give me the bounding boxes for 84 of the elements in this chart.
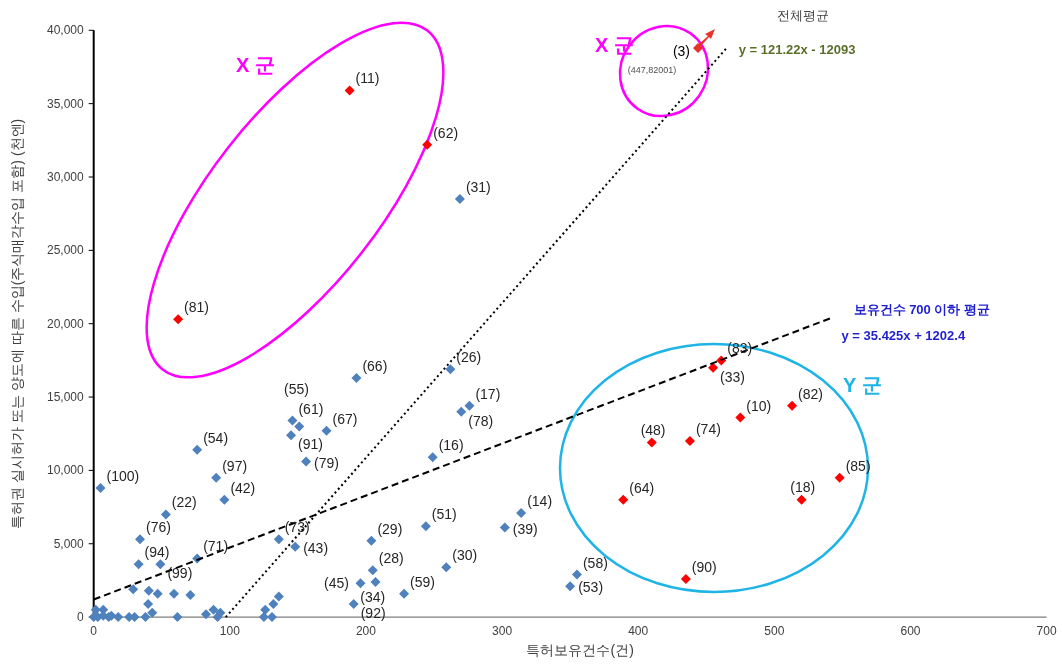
annotation: (55)	[284, 381, 309, 398]
y-tick-label: 20,000	[47, 316, 85, 331]
y-tick-label: 25,000	[47, 243, 85, 258]
annotation: (78)	[468, 412, 494, 429]
point	[735, 412, 746, 423]
annotation: (29)	[377, 520, 403, 537]
annotation: (54)	[203, 429, 229, 446]
annotation: (18)	[790, 478, 816, 495]
point	[646, 437, 657, 448]
annotation: (48)	[640, 421, 666, 438]
annotation: (74)	[695, 421, 721, 438]
annotation: (53)	[578, 579, 604, 596]
annotation: (22)	[171, 494, 197, 511]
y-tick-label: 15,000	[47, 390, 85, 405]
point	[422, 139, 433, 150]
annotation: (71)	[203, 538, 229, 555]
annotation: (34)	[360, 588, 386, 605]
y-tick-label: 35,000	[47, 96, 85, 111]
annotation: (92)	[360, 604, 386, 621]
annotation: (58)	[582, 554, 608, 571]
annotation: X 군	[236, 54, 275, 76]
x-tick-label: 700	[1036, 624, 1057, 639]
annotation: (3)	[672, 43, 690, 59]
annotation: (64)	[629, 479, 655, 496]
annotation: (11)	[355, 70, 380, 87]
y-tick-label: 0	[77, 610, 85, 625]
x-axis-title: 특허보유건수(건)	[526, 642, 634, 658]
annotation: (91)	[298, 436, 323, 453]
annotation: (14)	[527, 492, 553, 509]
x-tick-label: 100	[219, 624, 241, 639]
annotation: (43)	[303, 539, 329, 556]
annotation: y = 121.22x - 12093	[738, 41, 856, 57]
annotation: (100)	[106, 468, 140, 484]
annotation: (82)	[798, 385, 823, 402]
annotation: (73)	[284, 519, 310, 536]
annotation: (16)	[438, 437, 464, 454]
point	[684, 436, 695, 447]
point	[344, 85, 355, 96]
x-tick-label: 400	[628, 624, 649, 639]
series-label: 보유건수 700 이하 평균	[853, 301, 991, 317]
annotation: (99)	[167, 565, 193, 582]
annotation: (79)	[314, 454, 339, 471]
x-tick-label: 600	[900, 624, 921, 639]
annotation: (61)	[298, 400, 324, 417]
x-tick-label: 200	[355, 624, 377, 639]
y-tick-label: 10,000	[47, 463, 85, 478]
x-tick-label: 300	[492, 624, 513, 639]
annotation: (66)	[362, 357, 388, 374]
annotation: (17)	[475, 385, 501, 402]
point	[173, 314, 184, 325]
x-tick-label: 0	[90, 624, 98, 639]
annotation: (33)	[720, 368, 745, 385]
annotation: (59)	[410, 573, 435, 590]
x-tick-label: 500	[764, 624, 785, 639]
annotation: (28)	[378, 550, 404, 567]
annotation: (26)	[456, 349, 482, 366]
y-tick-label: 5,000	[53, 536, 85, 551]
annotation: (39)	[512, 520, 538, 537]
annotation: (51)	[431, 506, 457, 523]
point	[796, 494, 807, 505]
annotation: (45)	[324, 575, 350, 592]
annotation: (97)	[222, 457, 248, 474]
y-tick-label: 40,000	[47, 23, 85, 38]
annotation: (447,82001)	[627, 65, 677, 75]
annotation: (67)	[332, 410, 358, 427]
point	[708, 362, 719, 373]
annotation: Y 군	[843, 374, 882, 396]
annotation: (30)	[452, 547, 478, 564]
text: 전체평균	[776, 7, 829, 23]
annotation: y = 35.425x + 1202.4	[841, 327, 966, 343]
point	[618, 494, 629, 505]
annotation: (10)	[746, 397, 772, 414]
point	[834, 472, 845, 483]
y-tick-label: 30,000	[47, 170, 85, 184]
annotation: (81)	[184, 299, 210, 316]
annotation: (62)	[433, 124, 459, 141]
annotation: (94)	[144, 544, 170, 561]
y-axis-title: 특허권 실시허가 또는 양도에 따른 수입(주식매각수입 포함) (천엔)	[9, 118, 25, 529]
annotation: (42)	[230, 479, 256, 496]
annotation: (76)	[145, 519, 171, 536]
point	[787, 400, 798, 411]
annotation: (31)	[465, 179, 491, 196]
point	[680, 573, 691, 584]
annotation: (90)	[691, 558, 717, 575]
